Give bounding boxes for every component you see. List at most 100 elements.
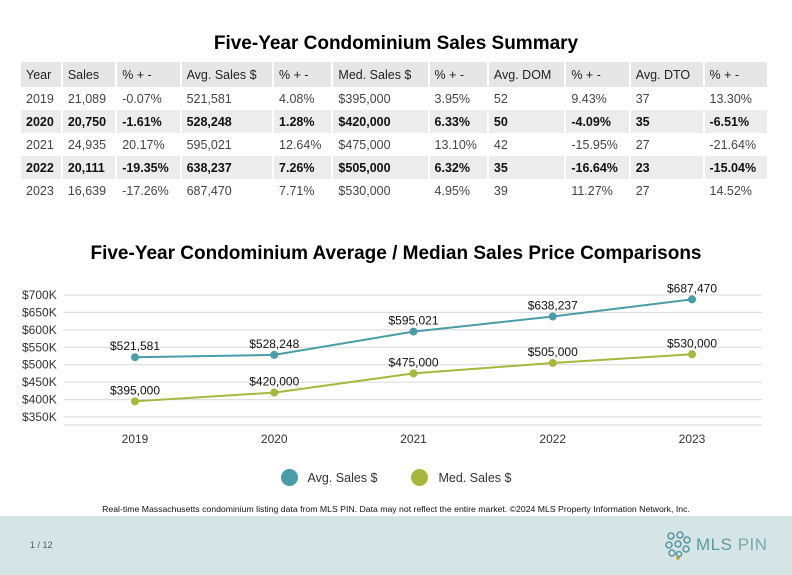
data-label: $528,248: [249, 337, 299, 351]
column-header: Med. Sales $: [333, 62, 430, 87]
price-line-chart: $700K $650K $600K $550K $500K $450K $400K $350K…: [22, 281, 762, 446]
legend-label-avg: Avg. Sales $: [307, 470, 378, 485]
data-point: [270, 388, 279, 397]
table-cell: 20.17%: [117, 133, 182, 156]
table-cell: 35: [488, 156, 567, 179]
column-header: % + -: [274, 62, 334, 87]
column-header: % + -: [704, 62, 769, 87]
x-tick-label: 2022: [539, 432, 566, 446]
data-point: [688, 350, 696, 359]
y-tick-label: $350K: [22, 410, 57, 424]
table-cell: 1.28%: [274, 110, 334, 133]
table-row: 2022 20,111 -19.35% 638,237 7.26% $505,000 6.3…: [21, 156, 769, 179]
column-header: % + -: [117, 62, 182, 87]
data-label: $420,000: [249, 375, 299, 389]
table-cell: 2020: [21, 110, 63, 133]
table-cell: 21,089: [63, 87, 118, 110]
page-footer: 1 / 12 MLS PIN: [0, 516, 792, 575]
data-label: $475,000: [388, 355, 438, 369]
table-cell: $530,000: [333, 179, 430, 202]
table-cell: -15.04%: [704, 156, 769, 179]
table-cell: 12.64%: [274, 133, 334, 156]
table-cell: 11.27%: [566, 179, 631, 202]
table-cell: 16,639: [63, 179, 118, 202]
page-number: 1 / 12: [30, 540, 53, 550]
mls-pin-logo: MLS PIN: [664, 530, 768, 560]
table-cell: 9.43%: [566, 87, 631, 110]
footnote: Real-time Massachusetts condominium list…: [102, 504, 690, 514]
table-cell: -6.51%: [704, 110, 769, 133]
y-tick-label: $450K: [22, 375, 57, 389]
data-label: $395,000: [110, 383, 160, 397]
table-cell: 2021: [21, 133, 63, 156]
table-cell: 2019: [21, 87, 63, 110]
table-header-row: Year Sales% + - Avg. Sales $% + - Med. Sale…: [21, 62, 769, 87]
table-cell: 2023: [21, 179, 63, 202]
table-cell: $395,000: [333, 87, 430, 110]
table-cell: 42: [489, 133, 567, 156]
table-cell: 2022: [21, 156, 63, 179]
column-header: Year: [21, 62, 63, 87]
mls-pin-logo-icon: [665, 531, 691, 560]
table-cell: 7.71%: [274, 179, 334, 202]
table-cell: 13.10%: [430, 133, 489, 156]
table-cell: -16.64%: [566, 156, 631, 179]
y-tick-label: $400K: [22, 393, 57, 407]
data-label: $687,470: [667, 281, 717, 295]
legend-marker-avg: [280, 469, 298, 486]
table-cell: 595,021: [182, 133, 275, 156]
table-cell: $420,000: [333, 110, 430, 133]
table-cell: 687,470: [182, 179, 275, 202]
table-cell: 20,750: [62, 110, 118, 133]
column-header: Avg. Sales $: [181, 62, 275, 87]
data-point: [548, 312, 557, 321]
table-row: 2021 24,935 20.17% 595,021 12.64% $475,000 13.…: [21, 133, 769, 156]
x-tick-label: 2023: [679, 432, 706, 446]
table-cell: 7.26%: [274, 156, 334, 179]
data-point: [688, 295, 696, 304]
data-point: [270, 350, 279, 359]
table-cell: 4.08%: [274, 87, 334, 110]
table-cell: 37: [631, 87, 705, 110]
table-cell: 35: [630, 110, 705, 133]
table-cell: 14.52%: [705, 179, 769, 202]
table-cell: 39: [489, 179, 567, 202]
legend-item-avg: Avg. Sales $: [280, 469, 378, 486]
table-cell: 50: [488, 110, 567, 133]
data-label: $505,000: [528, 345, 578, 359]
table-cell: -21.64%: [705, 133, 769, 156]
table-cell: 13.30%: [705, 87, 769, 110]
table-cell: 521,581: [182, 87, 275, 110]
sales-summary-table: Year Sales% + - Avg. Sales $% + - Med. Sale…: [21, 62, 769, 202]
x-tick-label: 2021: [400, 432, 427, 446]
column-header: % + -: [566, 62, 631, 87]
logo-text: MLS PIN: [696, 535, 768, 554]
table-cell: -17.26%: [117, 179, 182, 202]
y-tick-label: $600K: [22, 323, 57, 337]
legend-marker-med: [411, 469, 429, 486]
column-header: Sales: [62, 62, 118, 87]
legend-item-med: Med. Sales $: [411, 469, 511, 486]
y-tick-label: $650K: [22, 305, 57, 319]
x-tick-label: 2019: [122, 432, 149, 446]
table-title: Five-Year Condominium Sales Summary: [213, 33, 579, 54]
y-tick-label: $700K: [22, 288, 57, 302]
table-cell: -19.35%: [117, 156, 182, 179]
data-point: [409, 327, 418, 336]
data-label: $595,021: [388, 314, 438, 328]
table-cell: 3.95%: [430, 87, 489, 110]
table-cell: -0.07%: [117, 87, 182, 110]
table-row: 2020 20,750 -1.61% 528,248 1.28% $420,000 6.33…: [21, 110, 769, 133]
legend-label-med: Med. Sales $: [438, 470, 512, 485]
column-header: % + -: [429, 62, 489, 87]
column-header: Avg. DOM: [488, 62, 567, 87]
table-cell: 6.32%: [429, 156, 489, 179]
table-cell: 20,111: [62, 156, 118, 179]
table-cell: $475,000: [333, 133, 430, 156]
data-point: [548, 358, 557, 367]
data-label: $638,237: [528, 299, 578, 313]
table-cell: 27: [631, 179, 705, 202]
table-cell: 528,248: [181, 110, 275, 133]
table-cell: 24,935: [63, 133, 118, 156]
table-cell: 4.95%: [430, 179, 489, 202]
